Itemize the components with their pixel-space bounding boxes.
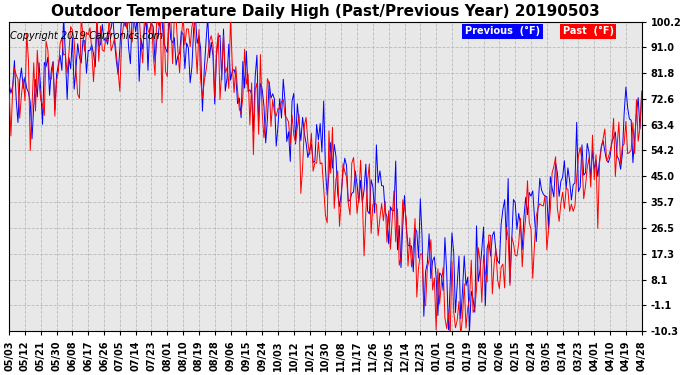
Title: Outdoor Temperature Daily High (Past/Previous Year) 20190503: Outdoor Temperature Daily High (Past/Pre… — [51, 4, 600, 19]
Text: Previous  (°F): Previous (°F) — [464, 26, 540, 36]
Text: Copyright 2019 Cartronics.com: Copyright 2019 Cartronics.com — [10, 31, 164, 41]
Text: Past  (°F): Past (°F) — [562, 26, 613, 36]
